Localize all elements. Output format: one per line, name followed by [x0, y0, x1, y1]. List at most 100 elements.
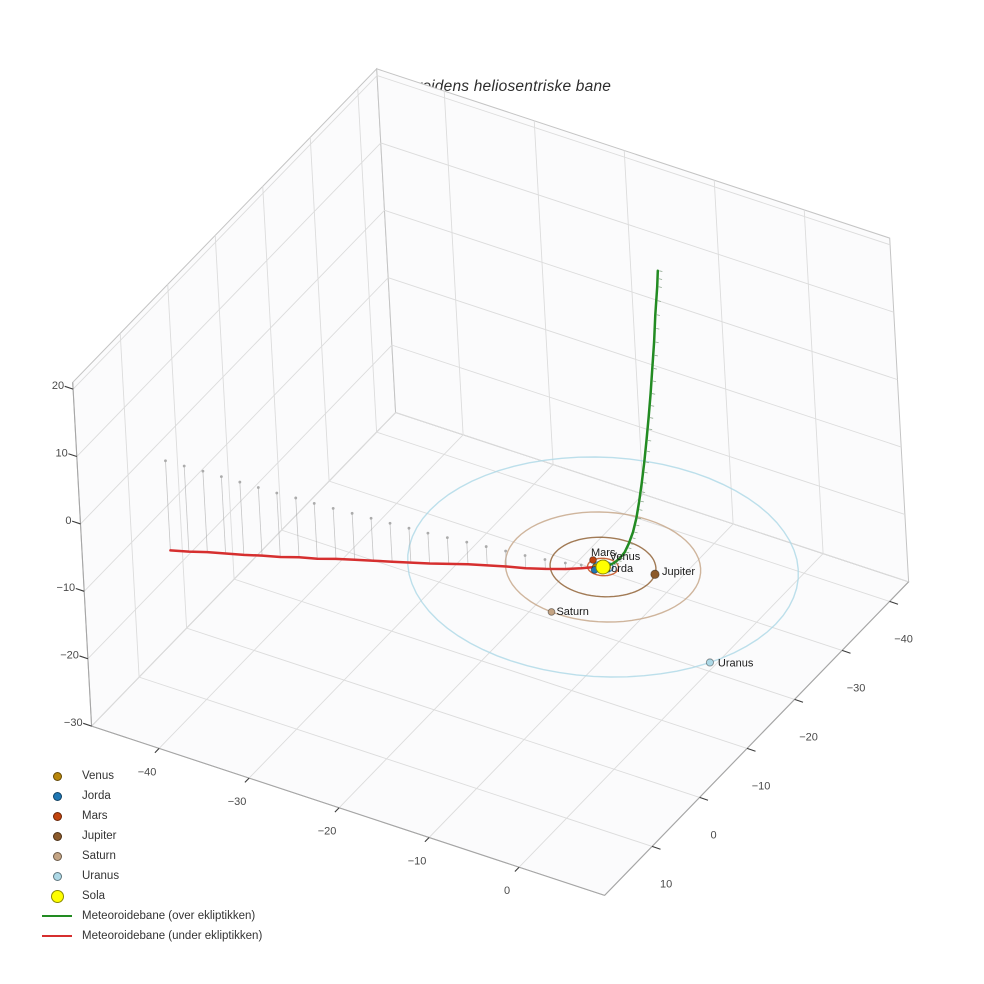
trajectory-point-tick [636, 524, 640, 527]
grid-line-x-wall [623, 150, 644, 495]
z-tick-mark [83, 722, 92, 727]
stem-top-dot [256, 486, 260, 489]
x-tick-mark [424, 837, 430, 843]
legend-item-saturn: Saturn [40, 846, 262, 866]
z-tick-label: −20 [60, 650, 79, 662]
grid-line-y-wall [357, 88, 378, 433]
grid-line-x-floor [428, 523, 734, 838]
trajectory-point-tick [656, 328, 660, 330]
stem-top-dot [523, 554, 527, 557]
trajectory-point-tick [657, 300, 661, 302]
trajectory-point-tick [626, 551, 630, 554]
x-tick-mark [334, 807, 340, 813]
z-tick-label: 10 [56, 447, 68, 459]
legend-item-uranus: Uranus [40, 866, 262, 886]
legend-item-jupiter-marker [40, 831, 74, 841]
orbit-uranus [407, 456, 799, 678]
legend-item-mars-marker [40, 811, 74, 821]
y-tick-mark [651, 845, 661, 850]
trajectory-point-tick [659, 270, 663, 272]
x-tick-mark [244, 777, 250, 783]
legend-item-jupiter: Jupiter [40, 826, 262, 846]
legend-item-sola-label: Sola [82, 890, 106, 902]
z-tick-mark [79, 655, 89, 660]
legend: Venus Jorda Mars Jupiter Saturn Uranus Sola Met… [40, 766, 262, 946]
legend-item-venus-label: Venus [82, 770, 114, 782]
legend-item-saturn-label: Saturn [82, 850, 116, 862]
y-axis-line [604, 581, 909, 896]
y-tick-label: 10 [660, 878, 672, 890]
grid-line-y-wall [119, 333, 140, 678]
planet-dot-saturn [547, 608, 556, 616]
stem-top-dot [579, 563, 583, 567]
trajectory-point-tick [639, 509, 643, 511]
trajectory-point-tick [641, 491, 646, 493]
trajectory-stem [408, 528, 412, 563]
grid-line-y-floor [281, 529, 795, 700]
grid-line-y-floor [186, 627, 700, 798]
z-tick-mark [68, 453, 77, 458]
trajectory-point-tick [651, 393, 656, 395]
stem-top-dot [504, 549, 508, 553]
y-tick-mark [794, 698, 804, 703]
stem-top-dot [388, 521, 392, 525]
z-axis-line [72, 382, 93, 727]
z-tick-mark [71, 520, 81, 525]
trajectory-point-tick [646, 450, 651, 453]
grid-line-x-wall [533, 120, 554, 465]
y-tick-mark [841, 649, 851, 654]
stem-top-dot [294, 496, 298, 500]
x-tick-mark [514, 866, 520, 872]
trajectory-point-tick [630, 543, 634, 545]
trajectory-point-tick [628, 547, 632, 549]
z-tick-label: −30 [64, 717, 83, 729]
trajectory-stem [351, 513, 356, 560]
grid-line-y-floor [233, 578, 748, 749]
trajectory-stem [220, 476, 226, 554]
orbit-saturn [504, 511, 702, 623]
legend-item-mars: Mars [40, 806, 262, 826]
trajectory-point-tick [658, 278, 663, 280]
grid-line-x-floor [518, 553, 824, 868]
stem-top-dot [219, 475, 223, 479]
z-tick-label: −10 [57, 582, 76, 594]
legend-item-jupiter-label: Jupiter [82, 830, 117, 842]
legend-item-venus: Venus [40, 766, 262, 786]
trajectory-stem [295, 497, 300, 558]
trajectory-stem [466, 542, 469, 565]
z-tick-label: 0 [65, 515, 71, 527]
grid-line-z-right [376, 75, 891, 246]
trajectory-point-tick [643, 482, 647, 484]
trajectory-point-tick [653, 368, 658, 370]
stem-top-dot [275, 491, 279, 495]
trajectory-point-tick [645, 461, 649, 464]
y-tick-label: 0 [711, 829, 717, 841]
stem-top-dot [238, 480, 242, 484]
grid-line-y-floor [376, 431, 890, 602]
legend-item-jorda-label: Jorda [82, 790, 111, 802]
legend-item-series-0-label: Meteoroidebane (over ekliptikken) [82, 910, 256, 922]
y-tick-label: −20 [799, 731, 818, 743]
grid-line-y-wall [309, 137, 330, 482]
trajectory-point-tick [637, 517, 642, 520]
planet-label-jupiter: Jupiter [662, 566, 695, 578]
stem-top-dot [164, 459, 167, 463]
grid-line-z-left [91, 412, 396, 727]
planet-label-jorda: Jorda [606, 563, 634, 575]
y-tick-mark [889, 600, 899, 605]
planet-label-venus: Venus [610, 551, 641, 563]
grid-line-z-right [384, 209, 898, 381]
grid-line-z-right [380, 142, 894, 313]
x-axis-line [91, 725, 605, 896]
grid-line-y-floor [138, 676, 653, 847]
stem-top-dot [312, 501, 316, 505]
trajectory-point-tick [655, 341, 659, 344]
legend-item-series-1: Meteoroidebane (under ekliptikken) [40, 926, 262, 946]
trajectory-over-ecliptic [607, 269, 660, 567]
trajectory-stem [183, 465, 190, 552]
trajectory-stem [202, 471, 208, 553]
stem-top-dot [350, 511, 354, 515]
trajectory-point-tick [634, 531, 638, 534]
grid-line-x-floor [248, 464, 554, 779]
